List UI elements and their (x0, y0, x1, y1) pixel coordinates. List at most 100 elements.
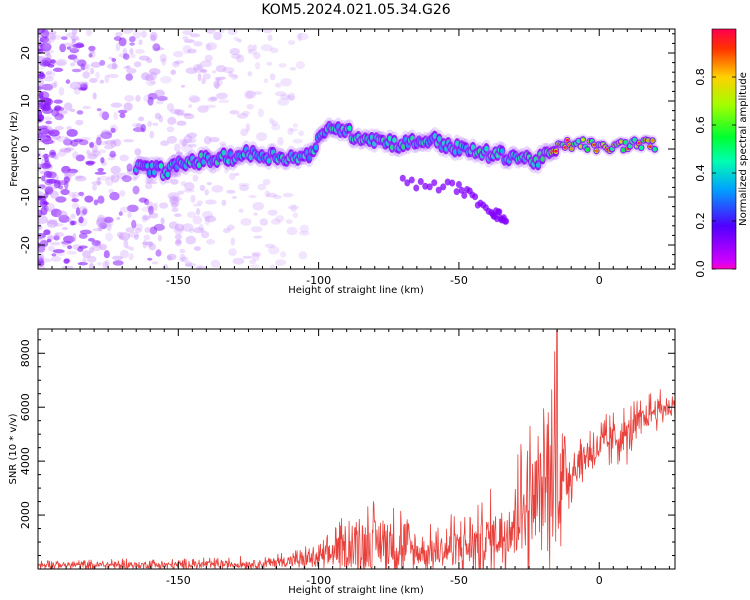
spectrogram-noise-cell (66, 250, 78, 255)
spectrogram-noise-cell (38, 162, 43, 172)
spectrogram-noise-cell (123, 139, 135, 143)
spectrogram-noise-cell (71, 68, 82, 73)
spectrogram-noise-cell (111, 255, 124, 261)
spectrogram-noise-cell (107, 73, 119, 79)
spectrogram-noise-cell (183, 39, 195, 44)
spectrogram-ridge-core (632, 137, 637, 143)
spectrogram-noise-cell (50, 241, 61, 246)
spectrogram-noise-cell (58, 149, 67, 157)
spectrogram-noise-cell (97, 175, 110, 181)
spectrogram-noise-cell (153, 223, 165, 231)
spectrogram-noise-cell (48, 129, 60, 137)
spectrogram-noise-cell (159, 53, 167, 63)
spectrogram-noise-cell (64, 147, 75, 151)
spectrogram-noise-cell (63, 258, 70, 264)
spectrogram-noise-cell (68, 191, 81, 198)
spectrogram-noise-cell (41, 57, 53, 67)
spectrogram-noise-cell (66, 126, 72, 130)
spectrogram-noise-cell (117, 109, 128, 114)
spectrogram-noise-cell (173, 143, 181, 152)
spectrogram-noise-cell (80, 64, 89, 69)
spectrogram-noise-cell (46, 238, 52, 243)
spectrogram-ridge-core (623, 140, 628, 145)
spectrogram-noise-cell (118, 236, 125, 240)
spectrogram-noise-cell (253, 91, 263, 95)
spectrogram-noise-cell (110, 127, 116, 133)
spectrogram-noise-cell (288, 92, 296, 102)
spectrogram-ridge-core (147, 170, 152, 176)
spectrogram-noise-cell (118, 232, 131, 241)
spectrogram-noise-cell (95, 71, 100, 80)
spectrogram-noise-cell (94, 171, 107, 175)
spectrogram-noise-cell (89, 246, 95, 254)
spectrogram-noise-cell (106, 63, 119, 70)
spectrogram-noise-cell (244, 90, 254, 100)
spectrogram-noise-cell (72, 151, 79, 159)
spectrogram-ridge-core (226, 158, 231, 165)
spectrogram-noise-cell (247, 48, 258, 55)
spectrogram-noise-cell (134, 228, 143, 233)
spectrogram-noise-cell (101, 129, 111, 135)
spectrogram-noise-cell (173, 50, 184, 58)
spectrogram-noise-cell (45, 120, 53, 125)
spectrogram-ridge-core (266, 157, 271, 164)
spectrogram-noise-cell (204, 215, 217, 223)
spectrogram-noise-cell (192, 203, 202, 207)
spectrogram-noise-cell (285, 219, 293, 224)
spectrogram-noise-cell (201, 78, 206, 85)
spectrogram-noise-cell (39, 240, 49, 248)
spectrogram-noise-cell (135, 48, 145, 55)
spectrogram-noise-cell (158, 115, 164, 123)
spectrogram-noise-cell (219, 76, 227, 80)
spectrogram-noise-cell (44, 156, 49, 163)
spectrogram-noise-cell (160, 140, 170, 147)
spectrogram-noise-cell (287, 205, 300, 210)
colorbar: 0.0 0.2 0.4 0.6 0.8 Normalized spectral ampl… (694, 28, 749, 278)
spectrogram-branch-cell (431, 179, 438, 187)
spectrogram-noise-cell (211, 185, 224, 193)
spectrogram-noise-cell (245, 90, 256, 99)
spectrogram-noise-cell (267, 34, 273, 42)
spectrogram-noise-cell (183, 188, 195, 193)
spectrogram-noise-cell (132, 185, 140, 195)
spectrogram-noise-cell (96, 216, 106, 226)
spectrogram-noise-cell (130, 53, 136, 59)
spectrogram-noise-cell (246, 103, 254, 110)
spectrogram-noise-cell (221, 199, 227, 206)
spectrogram-noise-cell (234, 172, 240, 177)
spectrogram-noise-cell (122, 47, 127, 55)
spectrogram-noise-cell (138, 39, 143, 46)
spectrogram-noise-cell (128, 36, 136, 43)
spectrogram-noise-cell (77, 246, 84, 252)
spectrogram-noise-cell (76, 110, 84, 115)
spectrogram-ridge-core (540, 156, 545, 162)
x-tick-label: -150 (166, 574, 191, 587)
spectrogram-noise-cell (69, 81, 82, 90)
spectrogram-ridge-core (432, 133, 437, 139)
spectrogram-noise-cell (38, 55, 46, 63)
spectrogram-noise-cell (89, 67, 95, 75)
spectrogram-noise-cell (197, 73, 202, 82)
colorbar-frame (711, 28, 737, 270)
spectrogram-noise-cell (58, 185, 64, 190)
spectrogram-noise-cell (63, 178, 71, 184)
spectrogram-noise-cell (192, 174, 199, 182)
spectrogram-noise-cell (110, 102, 123, 108)
spectrogram-noise-cell (74, 175, 87, 182)
spectrogram-noise-cell (92, 228, 103, 232)
spectrogram-noise-cell (193, 246, 201, 251)
spectrogram-noise-cell (211, 70, 217, 74)
spectrogram-noise-cell (70, 220, 77, 226)
spectrogram-noise-cell (71, 39, 77, 44)
spectrogram-noise-cell (91, 144, 99, 153)
spectrogram-noise-cell (86, 255, 97, 263)
spectrogram-noise-cell (63, 138, 73, 146)
spectrogram-noise-cell (185, 67, 198, 74)
spectrogram-noise-cell (174, 223, 185, 232)
y-tick-label: -20 (19, 236, 32, 254)
spectrogram-noise-cell (38, 253, 45, 262)
spectrogram-noise-cell (90, 61, 102, 68)
spectrogram-noise-cell (175, 239, 182, 245)
spectrogram-noise-cell (266, 61, 273, 66)
